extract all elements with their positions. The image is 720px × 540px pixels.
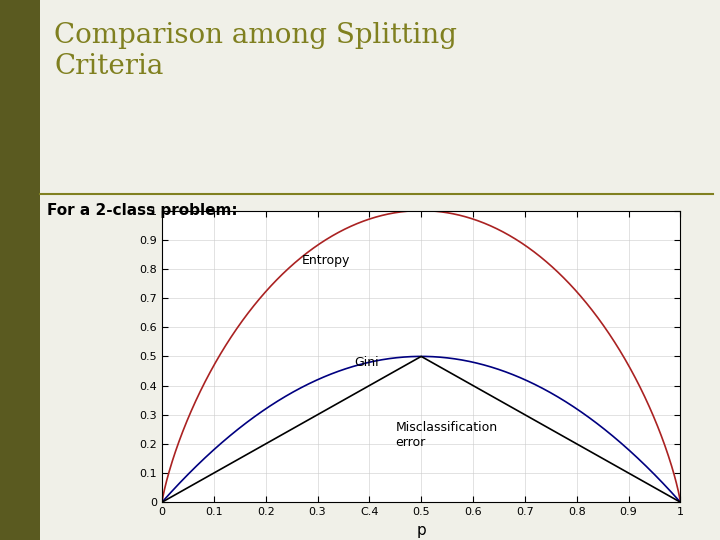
Text: Gini: Gini xyxy=(354,356,379,369)
Text: For a 2-class problem:: For a 2-class problem: xyxy=(47,202,238,218)
Text: Entropy: Entropy xyxy=(302,254,351,267)
Text: Comparison among Splitting
Criteria: Comparison among Splitting Criteria xyxy=(54,22,457,80)
Text: Misclassification
error: Misclassification error xyxy=(395,421,498,449)
X-axis label: p: p xyxy=(416,523,426,538)
